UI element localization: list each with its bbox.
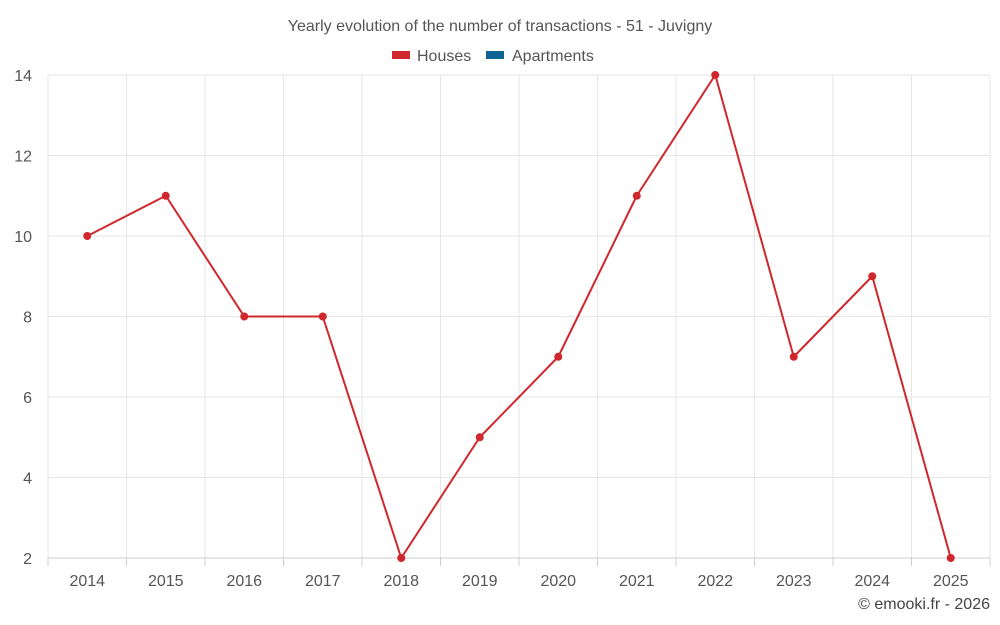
x-tick-label: 2020 (540, 573, 576, 590)
legend-label-apartments[interactable]: Apartments (512, 48, 594, 65)
data-point[interactable]: 2021: 11 (632, 191, 641, 200)
y-tick-label: 10 (14, 229, 32, 246)
y-axis-ticks: 2 4 6 8 10 12 14 (14, 68, 32, 568)
x-tick-label: 2021 (619, 573, 655, 590)
data-point[interactable]: 2015: 11 (161, 191, 170, 200)
legend-label-houses[interactable]: Houses (417, 48, 471, 65)
x-tick-label: 2024 (854, 573, 890, 590)
x-tick-label: 2015 (148, 573, 184, 590)
axes (47, 557, 991, 566)
legend[interactable]: Houses Apartments (392, 48, 594, 65)
data-point[interactable]: 2020: 7 (554, 352, 563, 361)
credit-text: © emooki.fr - 2026 (858, 596, 990, 613)
y-tick-label: 2 (23, 551, 32, 568)
x-tick-label: 2016 (226, 573, 262, 590)
y-tick-label: 4 (23, 471, 32, 488)
x-tick-label: 2017 (305, 573, 341, 590)
chart-title: Yearly evolution of the number of transa… (288, 18, 713, 35)
data-point[interactable]: 2019: 5 (475, 433, 484, 442)
y-tick-label: 6 (23, 390, 32, 407)
data-point[interactable]: 2022: 14 (711, 71, 720, 79)
data-point[interactable]: 2025: 2 (946, 554, 955, 562)
legend-swatch-apartments[interactable] (486, 51, 504, 59)
x-axis-ticks: 2014 2015 2016 2017 2018 2019 2020 2021 2022 2023… (69, 573, 968, 590)
legend-swatch-houses[interactable] (392, 51, 410, 59)
series-line-houses (86, 74, 952, 559)
x-tick-label: 2014 (69, 573, 105, 590)
data-point[interactable]: 2017: 8 (318, 312, 327, 321)
y-tick-label: 14 (14, 68, 32, 85)
x-tick-label: 2022 (697, 573, 733, 590)
x-tick-label: 2023 (776, 573, 812, 590)
data-point[interactable]: 2024: 9 (868, 272, 877, 281)
gridlines (47, 74, 991, 558)
data-point[interactable]: 2014: 10 (83, 232, 92, 240)
data-point[interactable]: 2016: 8 (240, 312, 249, 321)
x-tick-label: 2018 (383, 573, 419, 590)
series-houses: 2014: 10 2015: 11 2016: 8 2017: 8 2018: 2 201… (83, 71, 955, 562)
x-tick-label: 2025 (933, 573, 969, 590)
data-point[interactable]: 2023: 7 (789, 352, 798, 361)
y-tick-label: 8 (23, 310, 32, 327)
y-tick-label: 12 (14, 149, 32, 166)
data-point[interactable]: 2018: 2 (397, 554, 406, 562)
x-tick-label: 2019 (462, 573, 498, 590)
